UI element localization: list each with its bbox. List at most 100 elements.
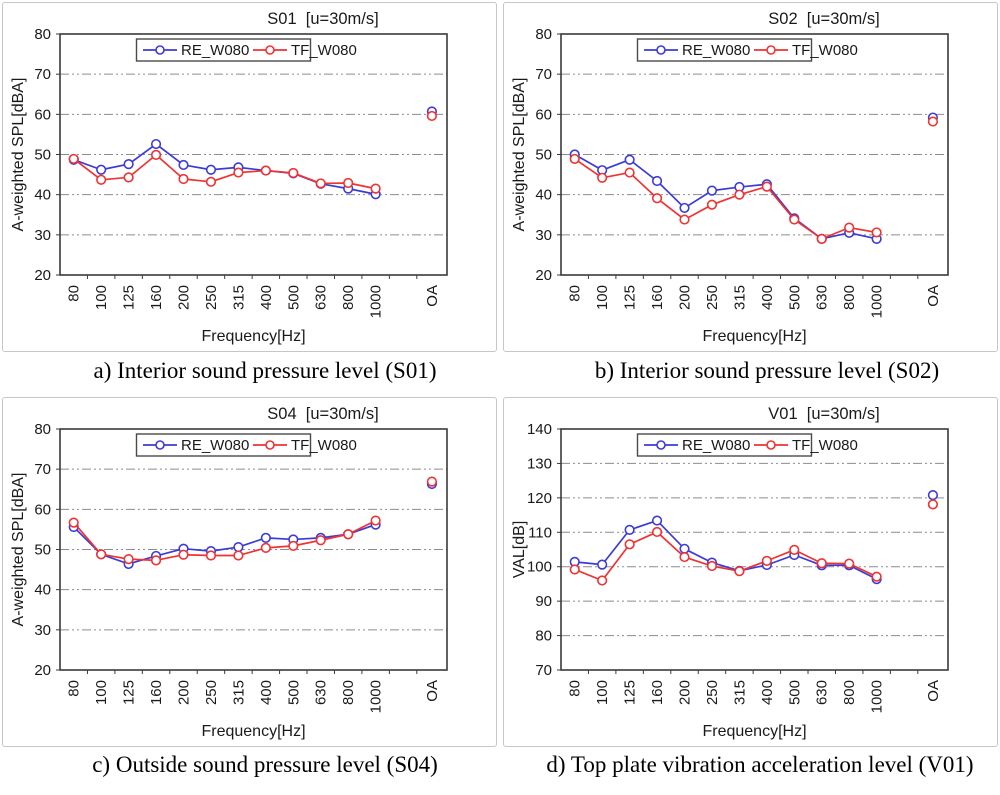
data-point-marker: [343, 529, 354, 540]
svg-text:1000: 1000: [869, 285, 886, 318]
svg-text:250: 250: [203, 680, 220, 705]
svg-text:250: 250: [203, 285, 220, 310]
svg-text:800: 800: [841, 285, 858, 310]
data-point-marker: [123, 554, 134, 565]
data-point-marker: [68, 153, 79, 165]
svg-text:30: 30: [34, 622, 51, 639]
y-axis-title: VAL[dB]: [511, 521, 528, 579]
plot-border: [560, 428, 949, 671]
svg-text:30: 30: [34, 227, 51, 244]
svg-text:40: 40: [34, 582, 51, 599]
x-axis-title: Frequency[Hz]: [702, 723, 806, 740]
series-re_w080: [68, 138, 381, 200]
data-point-marker: [569, 153, 580, 165]
legend-marker-circle-icon: [265, 440, 275, 450]
chart-title: V01 [u=30m/s]: [768, 405, 879, 423]
caption-v01: d) Top plate vibration acceleration leve…: [546, 752, 974, 777]
data-point-marker: [569, 564, 580, 575]
legend-label: RE_W080: [682, 437, 750, 454]
svg-text:80: 80: [66, 680, 83, 697]
data-point-marker: [679, 202, 690, 214]
data-point-marker: [178, 173, 189, 185]
svg-text:80: 80: [34, 421, 51, 438]
data-point-marker: [679, 543, 690, 554]
svg-text:400: 400: [258, 680, 275, 705]
svg-text:70: 70: [535, 662, 552, 679]
y-axis-title: A-weighted SPL[dBA]: [511, 78, 528, 232]
data-point-marker: [844, 222, 855, 233]
data-point-marker: [96, 174, 107, 185]
svg-text:200: 200: [176, 285, 193, 310]
svg-text:500: 500: [786, 285, 803, 310]
legend-marker-circle-icon: [656, 440, 666, 450]
chart-s04: 20 30 40 50 60 70 80 80 100 125 160 200 250 315 400 500…: [10, 405, 448, 740]
oa-data-point-marker: [927, 490, 939, 501]
data-point-marker: [96, 164, 107, 175]
chart-v01: 70 80 90 100 110 120 130 140 80 100 125 160 200 250 31…: [511, 405, 949, 740]
data-point-marker: [370, 515, 381, 526]
legend: RE_W080 TF_W080: [135, 433, 357, 457]
svg-text:125: 125: [121, 680, 138, 705]
svg-text:200: 200: [677, 680, 694, 705]
svg-text:80: 80: [535, 628, 552, 645]
data-point-marker: [624, 539, 635, 550]
legend-label: RE_W080: [682, 42, 750, 59]
data-point-marker: [706, 560, 718, 572]
svg-text:630: 630: [814, 680, 831, 705]
chart-title: S02 [u=30m/s]: [768, 10, 879, 28]
svg-text:OA: OA: [925, 285, 942, 307]
svg-text:315: 315: [230, 680, 247, 705]
series-re_w080: [68, 519, 381, 570]
svg-text:160: 160: [148, 680, 165, 705]
data-point-marker: [68, 517, 79, 528]
legend-label: TF_W080: [291, 437, 357, 454]
data-point-marker: [844, 558, 855, 569]
data-point-marker: [624, 524, 635, 535]
svg-text:80: 80: [535, 26, 552, 43]
svg-text:OA: OA: [424, 285, 441, 307]
svg-text:80: 80: [567, 680, 584, 697]
x-axis-labels: 80 100 125 160 200 250 315 400 500 630 800 1000 OA: [66, 285, 441, 318]
oa-data-point-marker: [927, 499, 939, 510]
svg-text:40: 40: [535, 187, 552, 204]
svg-text:500: 500: [786, 680, 803, 705]
svg-text:630: 630: [814, 285, 831, 310]
x-axis-labels: 80 100 125 160 200 250 315 400 500 630 800 1000 OA: [567, 680, 942, 713]
data-point-marker: [150, 138, 162, 150]
legend-label: TF_W080: [291, 42, 357, 59]
data-point-marker: [789, 214, 800, 225]
oa-data-point-marker: [426, 110, 438, 122]
svg-text:125: 125: [121, 285, 138, 310]
gridlines: [561, 73, 948, 236]
x-axis-title: Frequency[Hz]: [201, 328, 305, 345]
data-point-marker: [315, 535, 326, 546]
svg-text:110: 110: [528, 524, 552, 541]
data-point-marker: [233, 167, 244, 178]
svg-text:800: 800: [841, 680, 858, 705]
caption-s02: b) Interior sound pressure level (S02): [594, 358, 940, 383]
svg-text:80: 80: [567, 285, 584, 302]
data-point-marker: [651, 515, 663, 526]
svg-text:200: 200: [677, 285, 694, 310]
series-re_w080: [569, 515, 882, 585]
x-axis-ticks: [86, 275, 418, 279]
gridlines: [60, 73, 447, 236]
data-point-marker: [370, 183, 381, 194]
data-point-marker: [734, 189, 745, 200]
data-point-marker: [816, 233, 827, 244]
chart-title: S01 [u=30m/s]: [267, 10, 378, 28]
gridlines: [60, 468, 447, 631]
legend-marker-circle-icon: [155, 45, 165, 55]
data-point-marker: [205, 176, 217, 187]
svg-text:130: 130: [527, 455, 552, 472]
data-point-marker: [679, 551, 690, 563]
x-axis-labels: 80 100 125 160 200 250 315 400 500 630 800 1000 OA: [66, 680, 441, 713]
data-point-marker: [96, 549, 107, 560]
y-axis-labels: 20 30 40 50 60 70 80: [34, 26, 60, 284]
data-point-marker: [178, 159, 189, 171]
legend: RE_W080 TF_W080: [636, 38, 858, 62]
x-axis-title: Frequency[Hz]: [201, 723, 305, 740]
svg-text:20: 20: [535, 267, 552, 284]
x-axis-ticks: [587, 275, 919, 279]
